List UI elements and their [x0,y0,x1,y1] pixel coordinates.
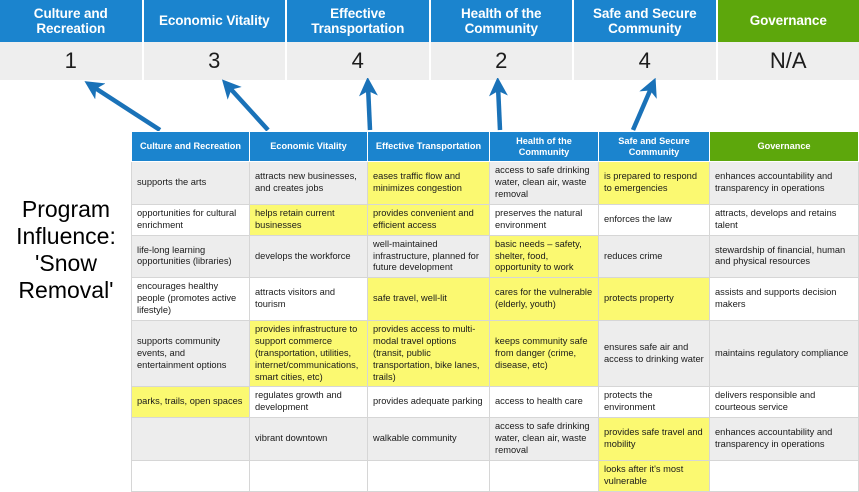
matrix-cell: provides infrastructure to support comme… [250,320,368,386]
matrix-cell: reduces crime [599,235,710,278]
matrix-header-culture-and-recreation: Culture and Recreation [132,132,250,162]
matrix-cell: ensures safe air and access to drinking … [599,320,710,386]
matrix-cell: attracts, develops and retains talent [710,204,859,235]
caption-line-3: 'Snow [2,250,130,277]
matrix-cell: walkable community [368,418,490,461]
scorecard-header-governance: Governance [718,0,859,42]
scorecard-header-economic-vitality: Economic Vitality [144,0,288,42]
matrix-cell: maintains regulatory compliance [710,320,859,386]
matrix-row: life-long learning opportunities (librar… [132,235,859,278]
arrow-culture-and-recreation [92,86,160,130]
matrix-cell: well-maintained infrastructure, planned … [368,235,490,278]
scorecard-header-safe-and-secure-community: Safe and Secure Community [574,0,718,42]
scorecard-score-effective-transportation: 4 [287,42,431,80]
matrix-cell: attracts new businesses, and creates job… [250,162,368,205]
scorecard-header-effective-transportation: Effective Transportation [287,0,431,42]
matrix-cell-empty [132,418,250,461]
matrix-cell: attracts visitors and tourism [250,278,368,321]
arrow-economic-vitality [228,86,268,130]
matrix-cell: vibrant downtown [250,418,368,461]
matrix-header-safe-and-secure-community: Safe and Secure Community [599,132,710,162]
matrix-cell: delivers responsible and courteous servi… [710,387,859,418]
matrix-cell: provides access to multi-modal travel op… [368,320,490,386]
matrix-cell: safe travel, well-lit [368,278,490,321]
caption-line-2: Influence: [2,223,130,250]
scorecard-header-health-of-the-community: Health of the Community [431,0,575,42]
matrix-cell: is prepared to respond to emergencies [599,162,710,205]
scorecard-header-culture-and-recreation: Culture and Recreation [0,0,144,42]
scorecard-score-culture-and-recreation: 1 [0,42,144,80]
matrix-cell: stewardship of financial, human and phys… [710,235,859,278]
matrix-cell: parks, trails, open spaces [132,387,250,418]
matrix-row: supports community events, and entertain… [132,320,859,386]
matrix-cell: develops the workforce [250,235,368,278]
matrix-header-governance: Governance [710,132,859,162]
matrix-cell: access to safe drinking water, clean air… [490,418,599,461]
matrix-cell: supports the arts [132,162,250,205]
matrix-cell: provides safe travel and mobility [599,418,710,461]
scorecard-score-health-of-the-community: 2 [431,42,575,80]
arrow-effective-transportation [368,86,370,130]
matrix-cell: protects the environment [599,387,710,418]
matrix-cell: enforces the law [599,204,710,235]
matrix-cell: keeps community safe from danger (crime,… [490,320,599,386]
matrix-cell: enhances accountability and transparency… [710,418,859,461]
scorecard-score-governance: N/A [718,42,859,80]
matrix-cell: protects property [599,278,710,321]
matrix-cell: access to health care [490,387,599,418]
arrow-health-of-the-community [498,86,500,130]
matrix-cell: access to safe drinking water, clean air… [490,162,599,205]
matrix-cell: preserves the natural environment [490,204,599,235]
matrix-cell: opportunities for cultural enrichment [132,204,250,235]
matrix-row: encourages healthy people (promotes acti… [132,278,859,321]
matrix-cell: assists and supports decision makers [710,278,859,321]
matrix-cell: supports community events, and entertain… [132,320,250,386]
matrix-cell: cares for the vulnerable (elderly, youth… [490,278,599,321]
scorecard-score-economic-vitality: 3 [144,42,288,80]
matrix-cell: encourages healthy people (promotes acti… [132,278,250,321]
matrix-header-effective-transportation: Effective Transportation [368,132,490,162]
matrix-cell: regulates growth and development [250,387,368,418]
matrix-cell: basic needs – safety, shelter, food, opp… [490,235,599,278]
matrix-cell: enhances accountability and transparency… [710,162,859,205]
matrix-cell: life-long learning opportunities (librar… [132,235,250,278]
caption-line-4: Removal' [2,277,130,304]
matrix-cell: provides convenient and efficient access [368,204,490,235]
influence-arrows-group [0,78,720,134]
scorecard-score-safe-and-secure-community: 4 [574,42,718,80]
matrix-header-economic-vitality: Economic Vitality [250,132,368,162]
program-influence-caption: Program Influence: 'Snow Removal' [2,196,130,304]
matrix-header-health-of-the-community: Health of the Community [490,132,599,162]
matrix-cell: eases traffic flow and minimizes congest… [368,162,490,205]
caption-line-1: Program [2,196,130,223]
arrow-safe-and-secure-community [633,86,652,130]
matrix-cell: helps retain current businesses [250,204,368,235]
matrix-cell: provides adequate parking [368,387,490,418]
